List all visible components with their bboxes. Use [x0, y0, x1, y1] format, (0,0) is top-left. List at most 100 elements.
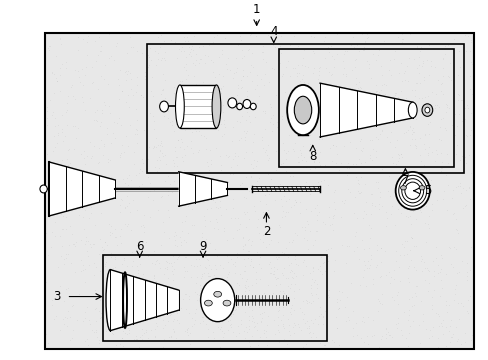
Point — [200, 113, 207, 119]
Ellipse shape — [395, 172, 429, 210]
Point — [296, 128, 304, 134]
Point — [146, 46, 154, 51]
Point — [78, 190, 85, 196]
Point — [302, 161, 310, 166]
Point — [355, 190, 363, 195]
Point — [280, 187, 288, 193]
Point — [264, 212, 272, 218]
Point — [231, 333, 239, 339]
Point — [56, 35, 63, 41]
Ellipse shape — [407, 102, 416, 118]
Point — [150, 143, 158, 149]
Point — [282, 157, 289, 162]
Point — [446, 334, 454, 340]
Point — [257, 45, 265, 51]
Point — [172, 335, 180, 341]
Point — [314, 183, 322, 188]
Point — [212, 311, 220, 317]
Point — [169, 90, 177, 96]
Point — [323, 258, 331, 264]
Point — [51, 123, 59, 129]
Point — [102, 271, 110, 277]
Point — [58, 157, 65, 163]
Point — [137, 93, 145, 98]
Point — [234, 42, 242, 48]
Point — [313, 296, 321, 301]
Point — [385, 332, 393, 338]
Point — [203, 53, 211, 59]
Point — [144, 128, 152, 134]
Point — [127, 292, 135, 298]
Point — [439, 51, 447, 57]
Point — [181, 219, 189, 224]
Point — [425, 42, 432, 48]
Point — [128, 263, 136, 269]
Point — [241, 225, 249, 230]
Point — [435, 270, 443, 275]
Point — [331, 143, 339, 148]
Point — [138, 156, 145, 162]
Point — [441, 324, 449, 330]
Point — [151, 163, 159, 168]
Point — [405, 142, 413, 148]
Point — [467, 59, 474, 64]
Point — [406, 124, 413, 130]
Ellipse shape — [212, 85, 221, 128]
Point — [280, 131, 287, 136]
Point — [136, 166, 143, 172]
Point — [373, 53, 381, 58]
Point — [180, 237, 188, 243]
Point — [308, 70, 316, 76]
Point — [390, 116, 398, 122]
Point — [64, 162, 72, 167]
Point — [365, 65, 372, 71]
Point — [101, 239, 108, 245]
Point — [158, 143, 166, 149]
Point — [161, 49, 169, 55]
Point — [158, 80, 166, 86]
Point — [154, 268, 162, 274]
Point — [120, 149, 128, 155]
Point — [212, 303, 220, 309]
Point — [48, 302, 56, 307]
Point — [298, 108, 305, 113]
Point — [464, 33, 471, 39]
Point — [130, 186, 138, 192]
Point — [164, 192, 172, 198]
Point — [399, 36, 407, 42]
Point — [173, 138, 181, 143]
Point — [386, 63, 394, 69]
Point — [319, 113, 326, 119]
Point — [279, 255, 286, 260]
Point — [259, 50, 267, 55]
Point — [273, 97, 281, 103]
Point — [169, 163, 177, 169]
Point — [334, 288, 342, 294]
Point — [409, 62, 417, 68]
Point — [242, 285, 249, 291]
Point — [217, 271, 225, 277]
Point — [343, 243, 350, 249]
Point — [462, 160, 469, 166]
Point — [109, 265, 117, 271]
Point — [409, 264, 417, 270]
Point — [201, 301, 208, 307]
Point — [452, 227, 460, 233]
Point — [241, 263, 249, 269]
Point — [245, 323, 253, 329]
Point — [120, 314, 127, 320]
Point — [339, 86, 347, 91]
Point — [396, 152, 404, 157]
Point — [228, 292, 236, 298]
Point — [305, 161, 313, 167]
Point — [270, 337, 278, 343]
Point — [340, 201, 347, 206]
Point — [438, 331, 446, 337]
Point — [378, 203, 386, 209]
Point — [255, 63, 263, 69]
Point — [142, 303, 150, 309]
Point — [51, 115, 59, 121]
Point — [394, 129, 402, 134]
Point — [435, 168, 443, 174]
Point — [156, 147, 163, 153]
